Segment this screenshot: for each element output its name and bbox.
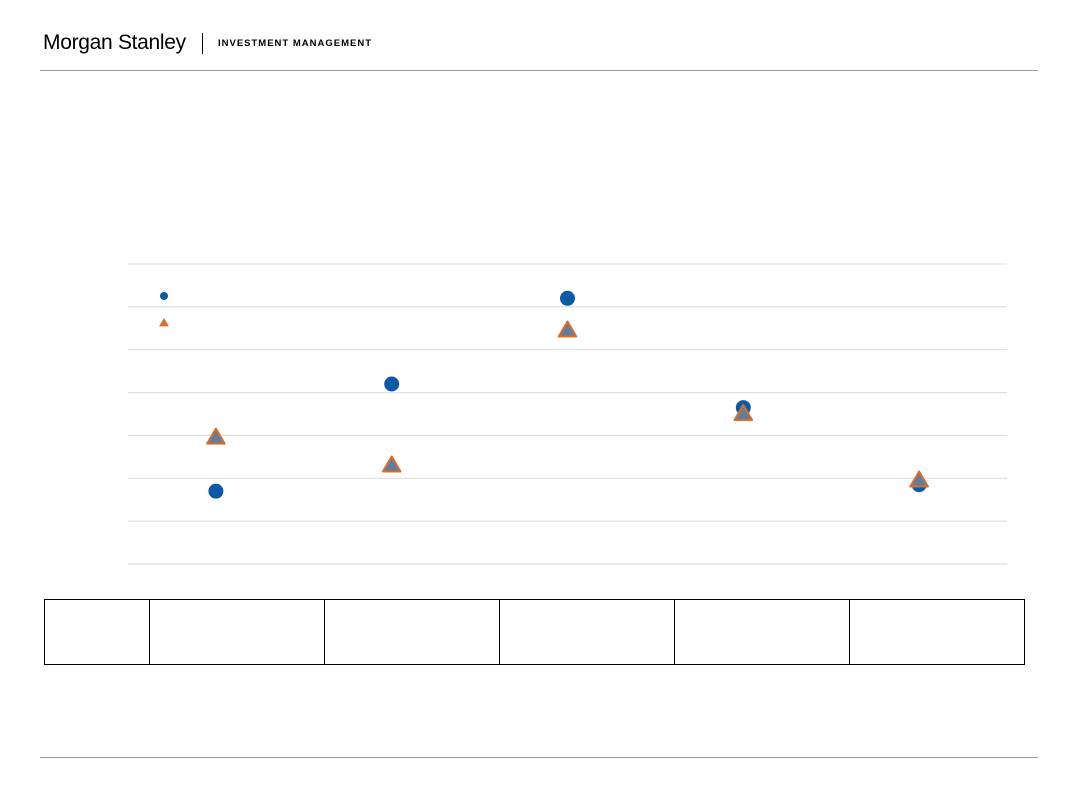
header-rule bbox=[40, 70, 1038, 71]
table-row bbox=[44, 599, 1025, 665]
data-table bbox=[44, 599, 1025, 665]
data-point-triangle bbox=[733, 404, 754, 422]
data-point-circle bbox=[560, 290, 575, 306]
table-cell-3 bbox=[499, 599, 675, 665]
slide-header: Morgan Stanley INVESTMENT MANAGEMENT bbox=[0, 0, 1080, 72]
scatter-chart bbox=[128, 263, 1007, 565]
division-name: INVESTMENT MANAGEMENT bbox=[218, 38, 372, 49]
footer-rule bbox=[40, 757, 1038, 758]
table-cell-1 bbox=[149, 599, 325, 665]
table-cell-5 bbox=[849, 599, 1025, 665]
data-point-triangle bbox=[909, 470, 929, 488]
legend-marker-circle bbox=[160, 292, 168, 300]
data-point-circle bbox=[208, 483, 224, 499]
table-cell-row-header bbox=[44, 599, 150, 665]
data-point-triangle bbox=[381, 455, 402, 473]
brand-logo: Morgan Stanley bbox=[43, 31, 186, 54]
data-point-triangle bbox=[557, 320, 578, 338]
table-cell-4 bbox=[674, 599, 850, 665]
legend-marker-triangle bbox=[159, 317, 169, 327]
table-cell-2 bbox=[324, 599, 500, 665]
logo-divider bbox=[202, 33, 203, 54]
data-point-circle bbox=[384, 376, 400, 392]
data-point-triangle bbox=[206, 427, 226, 445]
